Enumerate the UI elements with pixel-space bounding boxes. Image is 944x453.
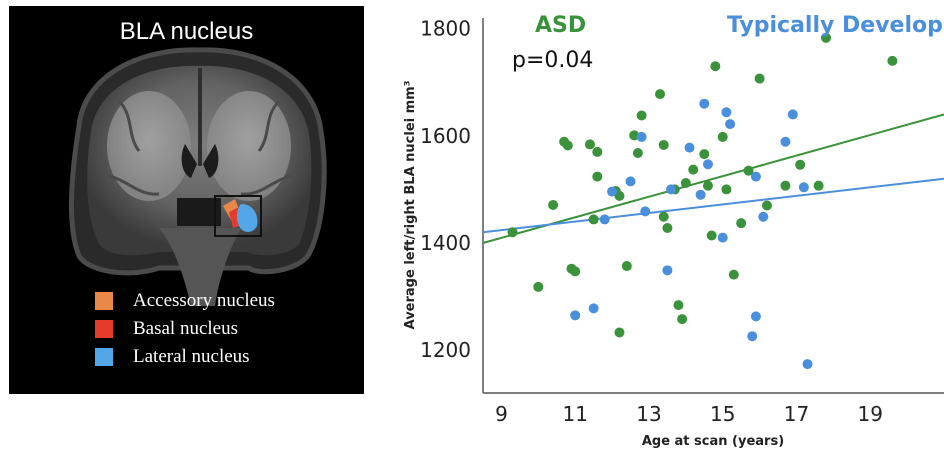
bla-region-box (214, 195, 262, 237)
td-point (717, 232, 728, 243)
asd-point (780, 180, 791, 191)
td-point (695, 189, 706, 200)
chart-axes (482, 18, 944, 394)
brain-mri-image (68, 47, 327, 306)
td-point (747, 331, 758, 342)
y-axis-title: Average left/right BLA nuclei mm³ (403, 81, 418, 330)
td-point (702, 159, 713, 170)
legend-item-accessory: Accessory nucleus (95, 287, 275, 315)
asd-point (736, 218, 747, 229)
td-point (802, 359, 813, 370)
fit-lines (482, 113, 944, 244)
asd-point (728, 269, 739, 280)
basal-swatch (95, 320, 113, 338)
asd-point (673, 300, 684, 311)
td-point (640, 206, 651, 217)
asd-point (614, 327, 625, 338)
td-point (758, 211, 769, 222)
asd-point (820, 32, 831, 43)
asd-point (680, 178, 691, 188)
asd-point (507, 227, 518, 238)
asd-point (636, 110, 647, 121)
y-tick-label: 1800 (420, 17, 471, 41)
x-tick-label: 11 (562, 402, 587, 426)
asd-point (761, 200, 772, 211)
td-point (666, 184, 677, 195)
asd-point (592, 171, 603, 182)
asd-point (621, 261, 632, 272)
asd-point (706, 230, 717, 241)
td-point (699, 98, 710, 109)
x-tick-label: 9 (495, 402, 508, 426)
asd-point (887, 55, 898, 66)
legend-item-basal: Basal nucleus (95, 315, 275, 343)
asd-point (688, 164, 699, 175)
asd-point (632, 148, 643, 158)
legend-label-accessory: Accessory nucleus (133, 290, 275, 311)
x-axis-title: Age at scan (years) (642, 434, 784, 449)
asd-point (570, 266, 581, 277)
asd-point (658, 139, 669, 150)
td-point (684, 142, 695, 153)
td-point (662, 265, 673, 276)
td-point (599, 214, 610, 225)
axis-ticks: 9 11 13 15 17 19 1200 1400 1600 1800 (420, 17, 883, 426)
td-point (607, 186, 618, 197)
asd-point (592, 146, 603, 157)
td-point (798, 182, 809, 193)
asd-point (662, 223, 673, 233)
asd-point (795, 159, 806, 170)
asd-point (699, 149, 710, 160)
lateral-swatch (95, 348, 113, 366)
legend-item-lateral: Lateral nucleus (95, 343, 275, 371)
asd-point (584, 139, 595, 150)
series-label-td: Typically Developing (727, 13, 944, 38)
asd-point (614, 190, 625, 201)
x-tick-label: 17 (784, 402, 809, 426)
asd-point (658, 211, 669, 222)
td-point (570, 310, 581, 321)
td-fit-line (482, 177, 944, 234)
td-point (588, 303, 599, 314)
x-tick-label: 19 (858, 402, 883, 426)
panel-title: BLA nucleus (119, 18, 254, 45)
td-point (636, 131, 647, 142)
asd-point (813, 180, 824, 191)
legend-label-basal: Basal nucleus (133, 318, 239, 339)
td-point (725, 119, 736, 130)
asd-point (754, 73, 765, 84)
asd-point (677, 314, 688, 325)
asd-fit-line (482, 113, 944, 244)
asd-point (702, 180, 713, 191)
td-point (721, 107, 732, 118)
asd-point (562, 140, 573, 151)
series-label-asd: ASD (535, 13, 586, 38)
asd-point (743, 165, 754, 176)
x-tick-label: 15 (710, 402, 735, 426)
td-point (787, 109, 798, 120)
asd-point (548, 199, 559, 210)
td-point (750, 171, 761, 182)
td-point (780, 136, 791, 147)
mri-panel: BLA nucleus Accessory nucleus Basal nucl… (9, 6, 364, 394)
y-tick-label: 1200 (420, 338, 471, 362)
asd-point (655, 89, 666, 100)
asd-point (710, 61, 721, 72)
asd-point (721, 184, 732, 195)
y-tick-label: 1600 (420, 124, 471, 148)
x-tick-label: 13 (636, 402, 661, 426)
asd-point (533, 281, 544, 292)
td-point (750, 311, 761, 322)
p-value-annotation: p=0.04 (512, 48, 593, 73)
scatter-chart: 9 11 13 15 17 19 1200 1400 1600 1800 ASD Typicall… (403, 13, 944, 449)
y-tick-label: 1400 (420, 231, 471, 255)
legend-label-lateral: Lateral nucleus (133, 346, 250, 367)
asd-point (588, 214, 599, 225)
data-points (507, 32, 898, 370)
nucleus-legend: Accessory nucleus Basal nucleus Lateral … (95, 287, 275, 371)
asd-point (717, 131, 728, 142)
td-point (625, 176, 636, 187)
accessory-swatch (95, 292, 113, 310)
